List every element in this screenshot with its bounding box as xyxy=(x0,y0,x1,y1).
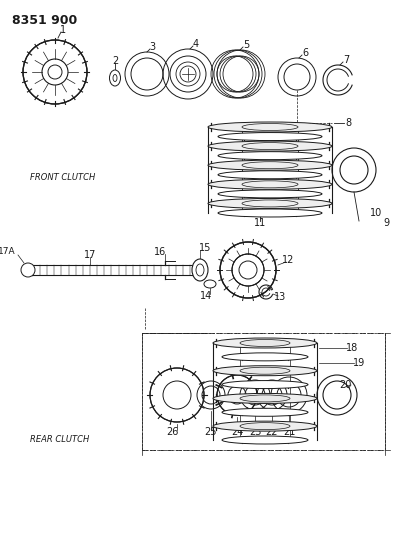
Text: 13: 13 xyxy=(273,292,285,302)
Ellipse shape xyxy=(207,160,331,170)
Ellipse shape xyxy=(241,124,297,131)
Text: 22: 22 xyxy=(265,427,278,437)
Ellipse shape xyxy=(241,181,297,188)
Ellipse shape xyxy=(213,421,316,431)
Circle shape xyxy=(220,242,275,298)
Ellipse shape xyxy=(221,381,307,389)
Ellipse shape xyxy=(218,209,321,217)
Ellipse shape xyxy=(241,143,297,150)
Ellipse shape xyxy=(221,408,307,416)
Text: 10: 10 xyxy=(369,208,381,218)
Text: 17: 17 xyxy=(83,250,96,260)
Ellipse shape xyxy=(218,133,321,141)
Text: 8: 8 xyxy=(344,118,350,128)
Ellipse shape xyxy=(213,366,316,376)
Ellipse shape xyxy=(213,338,316,348)
Ellipse shape xyxy=(213,393,316,403)
Text: 2: 2 xyxy=(112,56,118,66)
Text: 12: 12 xyxy=(281,255,294,265)
Text: 20: 20 xyxy=(338,380,351,390)
Text: 11: 11 xyxy=(253,218,265,228)
Text: 18: 18 xyxy=(345,343,357,353)
Text: 1: 1 xyxy=(60,25,66,35)
Text: 21: 21 xyxy=(282,427,294,437)
Ellipse shape xyxy=(207,141,331,151)
Ellipse shape xyxy=(241,200,297,207)
Circle shape xyxy=(231,254,263,286)
Text: 4: 4 xyxy=(193,39,199,49)
Ellipse shape xyxy=(221,436,307,444)
Text: 19: 19 xyxy=(352,358,364,368)
Text: REAR CLUTCH: REAR CLUTCH xyxy=(30,435,89,445)
Circle shape xyxy=(42,59,68,85)
Circle shape xyxy=(23,40,87,104)
Ellipse shape xyxy=(109,70,120,86)
Ellipse shape xyxy=(204,280,216,288)
Ellipse shape xyxy=(196,264,204,276)
Ellipse shape xyxy=(218,152,321,160)
Ellipse shape xyxy=(191,259,207,281)
Circle shape xyxy=(216,375,256,415)
Circle shape xyxy=(227,386,245,404)
Ellipse shape xyxy=(241,161,297,169)
Ellipse shape xyxy=(113,75,117,82)
Text: 16: 16 xyxy=(153,247,166,257)
Text: 23: 23 xyxy=(248,427,261,437)
Ellipse shape xyxy=(221,353,307,361)
Circle shape xyxy=(21,263,35,277)
Text: 6: 6 xyxy=(301,48,307,58)
Text: 15: 15 xyxy=(198,243,211,253)
Text: 7: 7 xyxy=(342,55,348,65)
Text: 5: 5 xyxy=(242,40,249,50)
Ellipse shape xyxy=(207,179,331,189)
Text: 17A: 17A xyxy=(0,247,16,256)
Text: 8351 900: 8351 900 xyxy=(12,14,77,27)
Text: FRONT CLUTCH: FRONT CLUTCH xyxy=(30,174,95,182)
Ellipse shape xyxy=(207,198,331,208)
Ellipse shape xyxy=(207,122,331,132)
Text: 3: 3 xyxy=(148,42,155,52)
Ellipse shape xyxy=(239,340,289,346)
Text: 24: 24 xyxy=(230,427,243,437)
Ellipse shape xyxy=(218,171,321,179)
Circle shape xyxy=(150,368,204,422)
Ellipse shape xyxy=(239,367,289,374)
Ellipse shape xyxy=(218,190,321,198)
Ellipse shape xyxy=(239,395,289,402)
Ellipse shape xyxy=(239,423,289,430)
Text: 26: 26 xyxy=(165,427,178,437)
Text: 9: 9 xyxy=(382,218,388,228)
Text: 14: 14 xyxy=(200,291,211,301)
Text: 25: 25 xyxy=(204,427,217,437)
Circle shape xyxy=(163,381,191,409)
